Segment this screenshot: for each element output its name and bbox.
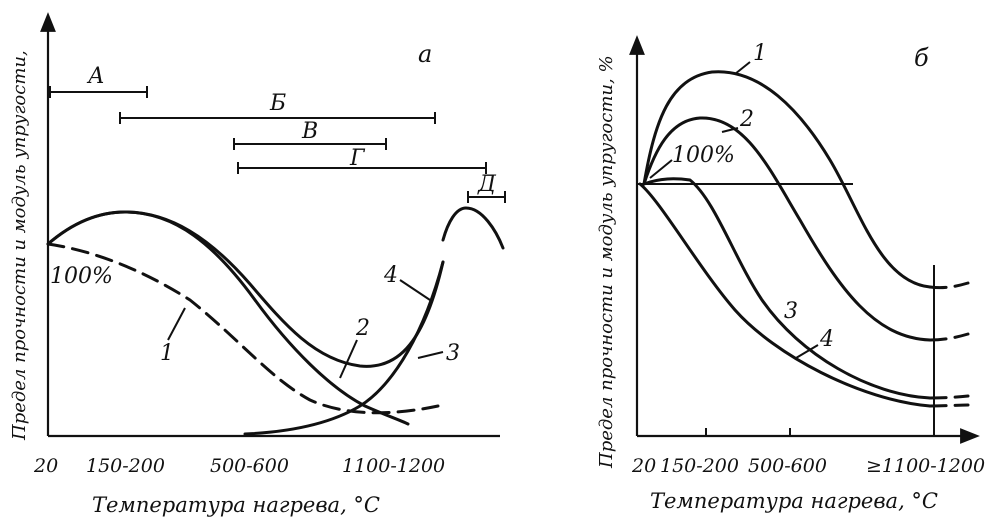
panel-a-curve-3 [243,260,445,436]
panel-a-curve-2-label: 2 [355,316,370,341]
panel-a-y-label: Предел прочности и модуль упругости, [9,50,30,441]
panel-a: а Предел прочности и модуль упругости, 2… [9,12,506,517]
panel-b-curve-2-tail [928,332,970,342]
panel-a-curve-1-label: 1 [160,341,174,366]
range-label-d: Д [477,172,497,197]
panel-b-curve-4 [638,182,932,408]
range-label-v: В [301,119,318,144]
panel-b-curve-3 [642,177,932,400]
panel-a-x-label: Температура нагрева, °С [92,493,380,517]
panel-a-curve-4-leader [399,279,431,301]
panel-b-x-tick-4: ≥1100-1200 [866,455,985,477]
panel-b-curve-2 [642,116,932,342]
range-label-g: Г [349,146,366,171]
panel-b-letter: б [914,44,929,72]
panel-a-x-tick-4: 1100-1200 [342,455,445,477]
panel-a-curve-1-leader [167,307,186,341]
range-d-arc [441,206,505,250]
panel-a-x-tick-2: 150-200 [86,455,165,477]
panel-b-x-tick-1: 20 [631,455,656,477]
panel-a-curve-3-leader [417,351,444,359]
panel-a-ranges: А Б В Г Д [49,64,506,250]
panel-b-x-tick-3: 500-600 [748,455,827,477]
panel-a-x-tick-1: 20 [33,455,58,477]
panel-b: б Предел прочности и модуль упругости, %… [596,35,985,513]
panel-a-letter: а [418,40,432,68]
panel-b-y-label: Предел прочности и модуль упругости, % [596,55,617,469]
panel-b-curve-1 [642,70,932,289]
panel-a-x-tick-3: 500-600 [210,455,289,477]
panel-b-curve-2-leader [721,127,739,133]
panel-b-curve-4-leader [795,344,819,359]
panel-b-curve-4-tail [928,403,970,408]
panel-a-curve-3-label: 3 [446,341,460,366]
range-label-b: Б [269,91,286,116]
panel-a-100-label: 100% [50,264,113,289]
panel-b-x-label: Температура нагрева, °С [650,489,938,513]
panel-b-curve-2-label: 2 [739,107,754,132]
panel-b-curve-1-label: 1 [753,41,767,66]
panel-b-curve-1-tail [928,281,970,290]
panel-b-curve-1-leader [734,61,751,75]
panel-b-curve-4-label: 4 [819,327,834,352]
panel-b-curve-3-label: 3 [784,299,798,324]
panel-a-curve-2-leader [339,339,358,379]
panel-b-x-tick-2: 150-200 [660,455,739,477]
panel-b-100-label: 100% [672,143,735,168]
panel-a-curve-1 [46,242,440,415]
panel-a-curve-4 [46,210,410,426]
panel-b-100-leader [649,159,673,179]
panel-b-curve-3-tail [928,394,970,400]
range-label-a: А [86,64,105,89]
panel-a-curve-4-label: 4 [383,263,398,288]
